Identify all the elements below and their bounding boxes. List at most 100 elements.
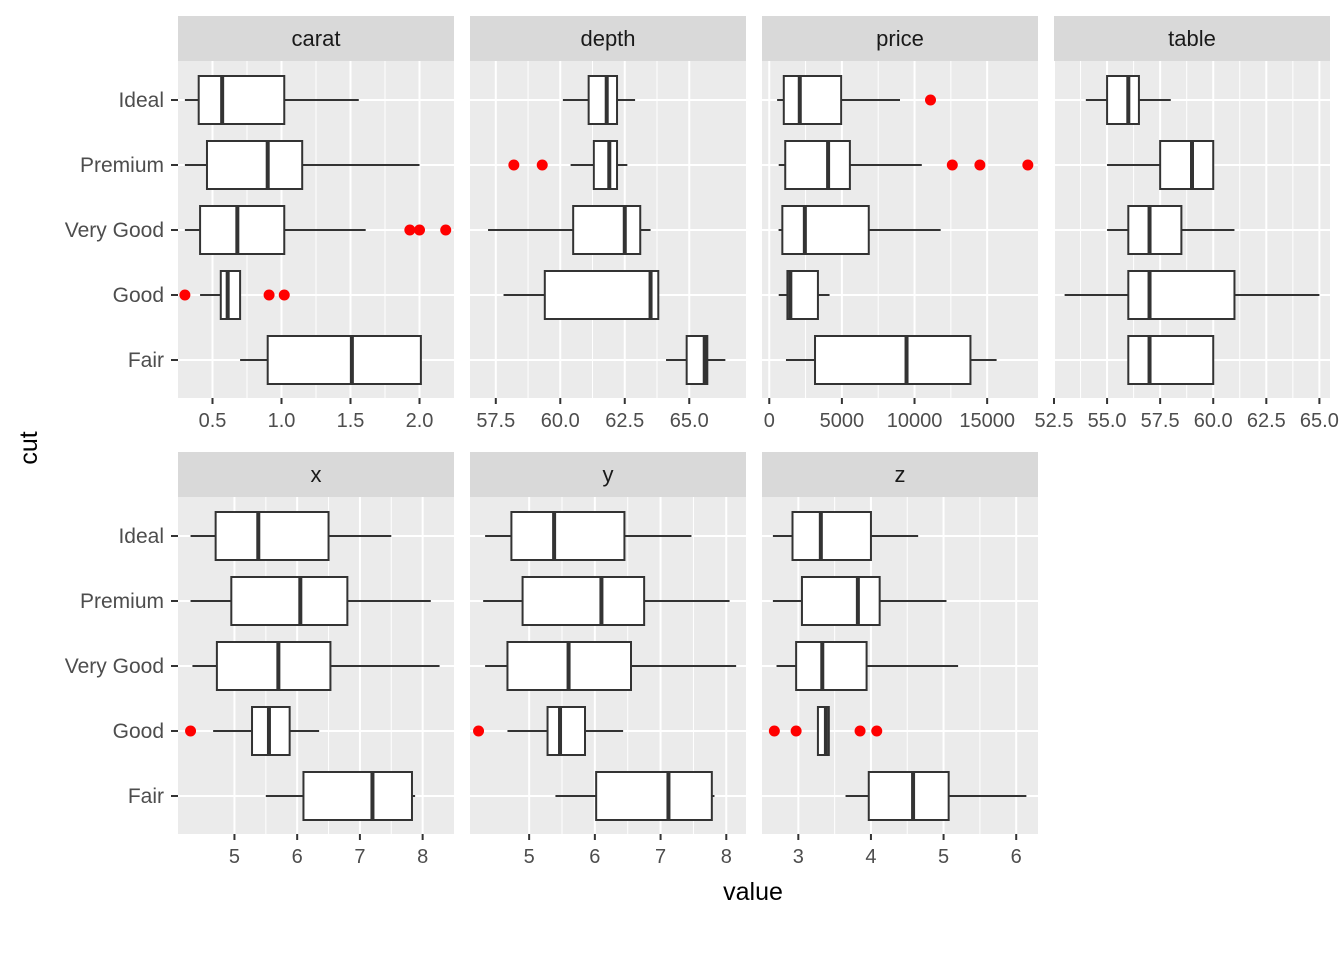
facet-strip-label: y — [603, 462, 614, 487]
facet-strip-label: price — [876, 26, 924, 51]
outlier-point — [440, 224, 452, 236]
iqr-box — [197, 75, 286, 125]
facet-strip-label: z — [895, 462, 906, 487]
facet-y: y 5 6 7 8 — [470, 452, 746, 868]
outlier-point — [1022, 159, 1034, 171]
x-tick-label: 8 — [417, 846, 428, 868]
x-tick-label: 5000 — [820, 410, 865, 432]
box-very-good — [184, 205, 452, 255]
iqr-box — [219, 270, 242, 320]
x-tick-label: 65.0 — [1300, 410, 1339, 432]
x-tick-label: 1.0 — [268, 410, 296, 432]
iqr-box — [867, 771, 950, 821]
y-tick-label: Very Good — [65, 655, 164, 678]
x-tick-label: 60.0 — [1194, 410, 1233, 432]
box-premium — [778, 140, 1034, 190]
y-tick-label: Premium — [80, 154, 164, 177]
facet-depth: depth 57.5 60.0 62.5 65.0 — [470, 16, 746, 432]
iqr-box — [786, 270, 819, 320]
y-tick-label: Fair — [128, 785, 164, 808]
iqr-box — [685, 335, 709, 385]
x-tick-label: 7 — [354, 846, 365, 868]
box-very-good — [485, 641, 737, 691]
box-premium — [772, 576, 947, 626]
outlier-point — [768, 725, 780, 737]
y-tick-label: Ideal — [118, 525, 164, 548]
iqr-box — [521, 576, 646, 626]
x-tick-label: 2.0 — [406, 410, 434, 432]
x-tick-label: 6 — [292, 846, 303, 868]
iqr-box — [1159, 140, 1215, 190]
facet-strip — [178, 16, 454, 61]
box-ideal — [190, 511, 392, 561]
facet-carat: carat 0.5 1.0 1.5 2.0 Ideal Premium Very Good Go… — [65, 16, 454, 432]
y-tick-label: Good — [113, 284, 164, 307]
x-tick-label: 65.0 — [670, 410, 709, 432]
box-premium — [508, 140, 628, 190]
box-ideal — [1085, 75, 1171, 125]
iqr-box — [816, 706, 830, 756]
iqr-box — [791, 511, 872, 561]
y-axis-title: cut — [15, 431, 43, 464]
x-tick-label: 8 — [721, 846, 732, 868]
box-very-good — [1107, 205, 1235, 255]
facet-strip — [762, 16, 1038, 61]
box-fair — [845, 771, 1027, 821]
x-tick-label: 3 — [793, 846, 804, 868]
iqr-box — [592, 140, 619, 190]
facet-z: z 3 4 5 6 — [762, 452, 1038, 868]
x-tick-label: 5 — [938, 846, 949, 868]
outlier-point — [185, 725, 197, 737]
x-tick-label: 4 — [865, 846, 876, 868]
outlier-point — [414, 224, 425, 236]
x-tick-label: 15000 — [959, 410, 1015, 432]
box-fair — [1127, 335, 1215, 385]
x-tick-label: 7 — [655, 846, 666, 868]
iqr-box — [199, 205, 286, 255]
facet-x: x 5 6 7 8 Ideal Premium Very Good Good Fair — [65, 452, 454, 868]
outlier-point — [179, 289, 191, 301]
outlier-point — [854, 725, 866, 737]
box-fair — [785, 335, 997, 385]
y-tick-label: Good — [113, 720, 164, 743]
x-tick-label: 0.5 — [199, 410, 227, 432]
iqr-box — [814, 335, 972, 385]
iqr-box — [1106, 75, 1140, 125]
iqr-box — [1127, 205, 1183, 255]
outlier-point — [946, 159, 958, 171]
outlier-point — [925, 94, 937, 106]
x-tick-label: 5 — [524, 846, 535, 868]
x-tick-label: 62.5 — [605, 410, 644, 432]
iqr-box — [782, 75, 843, 125]
facet-strip-label: depth — [580, 26, 635, 51]
iqr-box — [510, 511, 626, 561]
box-good — [473, 706, 624, 756]
facet-strip — [178, 452, 454, 497]
x-tick-label: 1.5 — [337, 410, 365, 432]
iqr-box — [1127, 270, 1236, 320]
x-tick-label: 10000 — [887, 410, 943, 432]
box-good — [1064, 270, 1320, 320]
iqr-box — [1127, 335, 1215, 385]
iqr-box — [781, 205, 870, 255]
facet-strip — [1054, 16, 1330, 61]
outlier-point — [871, 725, 883, 737]
x-tick-label: 6 — [1011, 846, 1022, 868]
box-good — [185, 706, 320, 756]
iqr-box — [543, 270, 660, 320]
outlier-point — [263, 289, 275, 301]
iqr-box — [795, 641, 868, 691]
box-fair — [265, 771, 416, 821]
facet-strip-label: x — [311, 462, 322, 487]
x-tick-label: 55.0 — [1088, 410, 1127, 432]
iqr-box — [587, 75, 619, 125]
facet-panels: carat 0.5 1.0 1.5 2.0 Ideal Premium Very Good Go… — [65, 16, 1339, 868]
iqr-box — [800, 576, 881, 626]
box-ideal — [485, 511, 692, 561]
outlier-point — [974, 159, 986, 171]
box-ideal — [772, 511, 919, 561]
box-fair — [555, 771, 715, 821]
outlier-point — [278, 289, 290, 301]
box-fair — [240, 335, 422, 385]
iqr-box — [230, 576, 349, 626]
